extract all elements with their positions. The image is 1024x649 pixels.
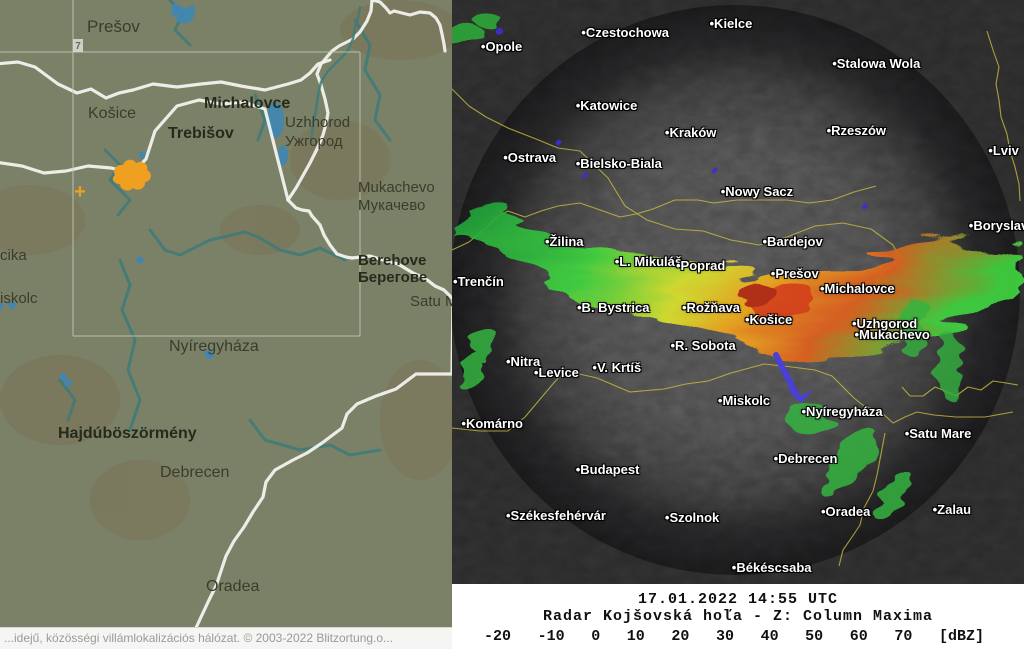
svg-text:Nyíregyháza: Nyíregyháza (169, 338, 259, 355)
svg-text:7: 7 (75, 41, 81, 52)
svg-text:Trebišov: Trebišov (168, 125, 234, 142)
svg-text:Prešov: Prešov (87, 17, 140, 36)
svg-text:Берегове: Берегове (358, 269, 427, 286)
svg-text:Debrecen: Debrecen (160, 464, 229, 481)
svg-text:+: + (74, 181, 86, 203)
svg-text:Oradea: Oradea (206, 578, 259, 595)
svg-text:Hajdúböszörmény: Hajdúböszörmény (58, 425, 197, 442)
svg-text:Košice: Košice (88, 105, 136, 122)
svg-text:Мукачево: Мукачево (358, 197, 425, 214)
svg-text:iskolc: iskolc (0, 290, 38, 307)
svg-text:Ужгород: Ужгород (285, 133, 343, 150)
svg-text:Berehove: Berehove (358, 252, 426, 269)
svg-text:Mukachevo: Mukachevo (358, 179, 435, 196)
svg-text:Michalovce: Michalovce (204, 95, 290, 112)
svg-text:cika: cika (0, 247, 27, 264)
svg-text:Uzhhorod: Uzhhorod (285, 114, 350, 131)
svg-text:Satu M.: Satu M. (410, 293, 452, 310)
